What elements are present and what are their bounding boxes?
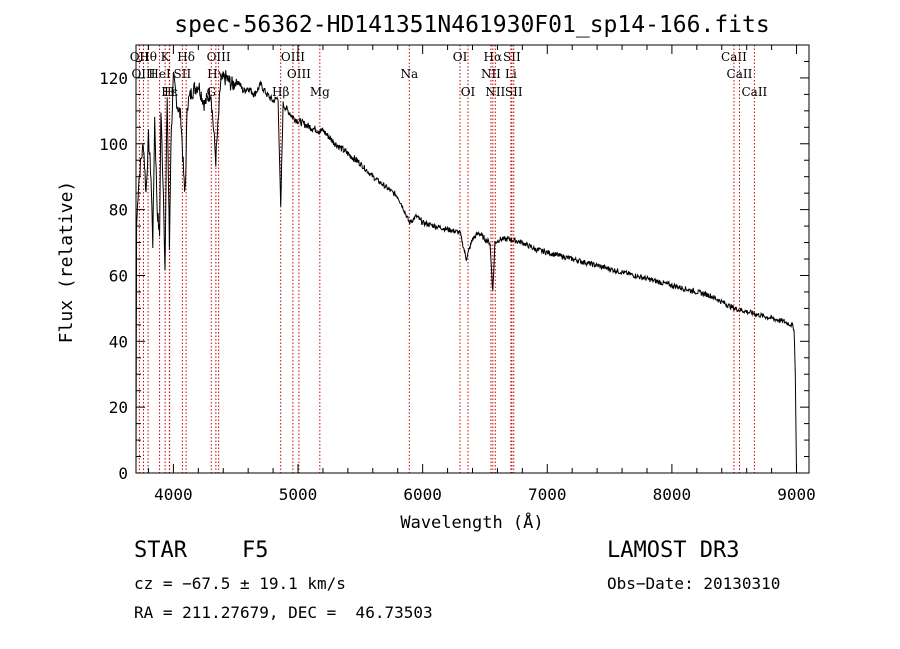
- spectral-class: F5: [242, 538, 269, 563]
- x-tick-label: 8000: [653, 485, 692, 504]
- line-marker-label: Mg: [310, 85, 330, 99]
- object-type: STAR: [134, 538, 187, 563]
- y-tick-label: 100: [99, 135, 128, 154]
- line-marker-label: OIII: [207, 50, 231, 64]
- x-tick-label: 5000: [279, 485, 318, 504]
- line-marker-label: K: [161, 50, 171, 64]
- line-marker-label: Na: [400, 67, 418, 81]
- coordinates: RA = 211.27679, DEC = 46.73503: [134, 603, 433, 622]
- line-marker-label: CaII: [727, 67, 753, 81]
- survey-name: LAMOST DR3: [607, 538, 740, 563]
- chart-title: spec-56362-HD141351N461930F01_sp14-166.f…: [174, 12, 769, 38]
- line-marker-label: OIII: [131, 67, 155, 81]
- line-marker-label: CaII: [741, 85, 767, 99]
- line-marker-label: OI: [453, 50, 468, 64]
- line-marker-label: OII: [130, 50, 150, 64]
- obs-date: Obs−Date: 20130310: [607, 574, 781, 593]
- plot-frame: [135, 44, 810, 474]
- x-tick-label: 4000: [154, 485, 193, 504]
- line-marker-label: NII: [481, 67, 501, 81]
- axes: 4000 5000 6000 7000 8000 9000 0 20 40 60 80 100 120: [99, 44, 816, 504]
- line-marker-label: NII: [485, 85, 505, 99]
- line-marker-label: CaII: [721, 50, 747, 64]
- y-tick-label: 80: [109, 201, 128, 220]
- y-tick-label: 40: [109, 332, 128, 351]
- y-tick-label: 120: [99, 69, 128, 88]
- x-axis-label: Wavelength (Å): [400, 511, 543, 533]
- line-marker-label: OI: [461, 85, 476, 99]
- x-tick-label: 9000: [777, 485, 816, 504]
- y-axis-label: Flux (relative): [56, 181, 77, 344]
- line-marker-label: Hβ: [272, 85, 289, 99]
- line-marker-label: OIII: [287, 67, 311, 81]
- x-tick-label: 6000: [403, 485, 442, 504]
- series-layer: [135, 70, 797, 474]
- line-marker-label: HeI: [148, 67, 171, 81]
- x-tick-label: 7000: [528, 485, 567, 504]
- y-tick-label: 60: [109, 266, 128, 285]
- line-marker-label: Hα: [484, 50, 503, 64]
- line-marker-label: SII: [174, 67, 192, 81]
- line-marker-label: H: [164, 85, 174, 99]
- y-tick-label: 20: [109, 398, 128, 417]
- line-marker-label: SII: [505, 85, 523, 99]
- line-marker-label: Li: [505, 67, 517, 81]
- spectrum-line: [135, 70, 797, 474]
- line-marker-label: OIII: [281, 50, 305, 64]
- line-marker-label: SII: [503, 50, 521, 64]
- line-marker-label: Hδ: [177, 50, 195, 64]
- y-tick-label: 0: [118, 464, 128, 483]
- line-marker-label: G: [206, 85, 216, 99]
- redshift-value: cz = −67.5 ± 19.1 km/s: [134, 574, 346, 593]
